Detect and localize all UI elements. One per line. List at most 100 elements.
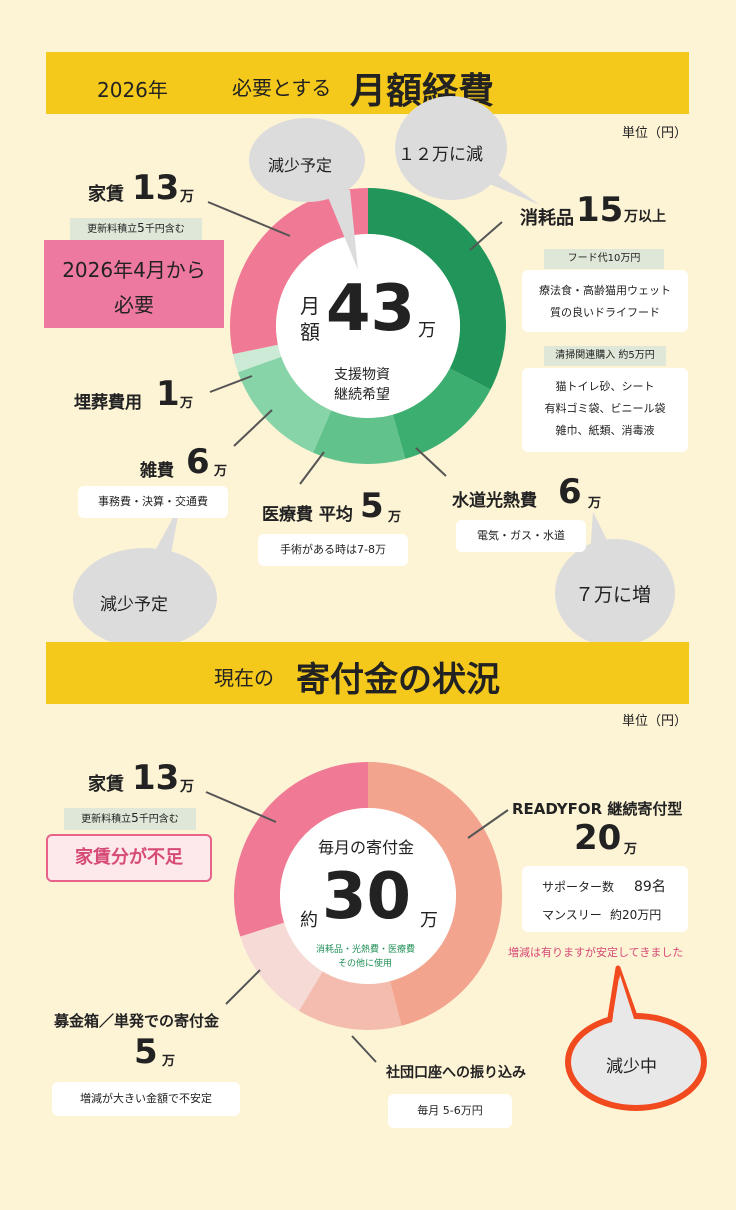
medical-detail-box: 手術がある時は7-8万: [258, 534, 408, 566]
leader-rent: [207, 201, 291, 237]
slice-2: [392, 368, 491, 459]
burial-amount: 1: [156, 374, 180, 414]
supplies-box2-line3: 雑巾、紙類、消毒液: [555, 424, 655, 437]
rent2-tag-c: 千円含む: [138, 814, 179, 825]
leader-medical: [299, 451, 325, 485]
misc-detail-box: 事務費・決算・交通費: [78, 486, 228, 518]
slice-4: [237, 356, 332, 453]
slice-1: [368, 188, 507, 390]
center1-amount: 43: [326, 272, 416, 346]
readyfor-amount: 20: [574, 818, 622, 858]
leader-rent2: [205, 791, 277, 823]
center1-label-2: 額: [300, 320, 320, 344]
medical-name: 医療費 平均: [262, 505, 353, 525]
center2-amount: 30: [322, 860, 412, 934]
supplies-box2-line1: 猫トイレ砂、シート: [555, 380, 655, 393]
bubble-reduce-12: [395, 96, 540, 205]
utilities-detail-box: 電気・ガス・水道: [456, 520, 586, 552]
bubble-increase-text: ７万に増: [575, 584, 652, 606]
misc-name: 雑費: [140, 461, 174, 481]
bubble-reduce-bottom-text: 減少予定: [100, 595, 168, 615]
center1-sub2: 継続希望: [334, 387, 390, 403]
readyfor-note: 増減は有りますが安定してきました: [508, 946, 684, 959]
rent1-unit: 万: [180, 189, 194, 205]
rent2-amount: 13: [132, 758, 180, 798]
leader-utilities: [415, 447, 447, 477]
slice-1: [368, 762, 502, 1026]
bubble-decrease: [565, 965, 707, 1111]
bank-detail-box: 毎月 5-6万円: [388, 1094, 512, 1128]
rent2-tag: 更新料積立5千円含む: [64, 808, 196, 830]
rent1-amount: 13: [132, 168, 180, 208]
supplies-box1-line1: 療法食・高齢猫用ウェット: [539, 284, 671, 297]
supplies-tag1: フード代10万円: [544, 249, 664, 269]
bubble-decrease-text: 減少中: [606, 1057, 657, 1077]
leader-burial: [209, 375, 253, 393]
box-amount: 5: [134, 1032, 158, 1072]
medical-unit: 万: [388, 510, 402, 525]
supplies-amount: 15: [576, 190, 624, 230]
bubble-reduce-top-text: 減少予定: [268, 156, 333, 175]
notice-box: 2026年4月から 必要: [44, 240, 224, 328]
section1-unit: 単位（円）: [622, 126, 688, 141]
readyfor-name: READYFOR 継続寄付型: [512, 800, 683, 818]
center2-prefix: 約: [300, 910, 318, 931]
monthly-label: マンスリー: [542, 908, 602, 922]
leader-bank: [351, 1035, 377, 1063]
rent2-name: 家賃: [88, 774, 124, 795]
burial-unit: 万: [180, 396, 194, 411]
utilities-amount: 6: [558, 472, 582, 512]
rent2-tag-b: 5: [131, 811, 139, 825]
notice-line2: 必要: [114, 293, 154, 317]
utilities-name: 水道光熱費: [452, 491, 537, 511]
misc-amount: 6: [186, 442, 210, 482]
center2-sub1: 消耗品・光熱費・医療費: [316, 945, 416, 955]
monthly-value: 約20万円: [610, 908, 662, 922]
rent2-unit: 万: [180, 779, 194, 795]
readyfor-box: サポーター数 89名 マンスリー 約20万円: [522, 866, 688, 932]
rent1-tag-b: 5: [137, 221, 145, 235]
slice-5: [232, 344, 282, 373]
readyfor-unit: 万: [624, 842, 638, 857]
center2-sub2: その他に使用: [338, 959, 393, 969]
bubble-increase: [555, 512, 675, 647]
section2-title: 寄付金の状況: [296, 660, 500, 700]
rent1-tag-a: 更新料積立: [87, 224, 138, 235]
rent1-tag-c: 千円含む: [144, 224, 185, 235]
supplies-unit: 万以上: [624, 209, 666, 225]
center1-label-1: 月: [300, 294, 320, 318]
section1-title-prefix: 必要とする: [232, 76, 332, 100]
box-name: 募金箱／単発での寄付金: [54, 1012, 220, 1030]
section2-banner: [46, 642, 689, 704]
bubble-reduce-bottom: [73, 505, 217, 648]
utilities-unit: 万: [588, 496, 602, 511]
slice-2: [298, 971, 402, 1030]
supplies-box1-line2: 質の良いドライフード: [550, 306, 660, 319]
supporters-value: 89名: [634, 879, 666, 895]
bubble-reduce-12-text: １２万に減: [398, 145, 483, 165]
center2-unit: 万: [420, 910, 438, 931]
misc-unit: 万: [214, 464, 228, 479]
rent1-tag: 更新料積立5千円含む: [70, 218, 202, 240]
leader-misc: [233, 409, 273, 447]
section1-year: 2026年: [97, 78, 168, 102]
leader-box: [225, 969, 261, 1005]
supplies-tag2: 清掃関連購入 約5万円: [544, 346, 666, 366]
box-unit: 万: [162, 1054, 176, 1069]
leader-supplies: [469, 221, 503, 251]
burial-name: 埋葬費用: [74, 393, 142, 413]
donut-hole: [280, 808, 456, 984]
slice-6: [230, 188, 368, 355]
bank-name: 社団口座への振り込み: [386, 1065, 526, 1081]
rent2-tag-a: 更新料積立: [81, 814, 132, 825]
shortage-box: 家賃分が不足: [46, 834, 212, 882]
supplies-box1: 療法食・高齢猫用ウェット 質の良いドライフード: [522, 270, 688, 332]
center2-label: 毎月の寄付金: [318, 838, 415, 857]
donut-hole: [276, 234, 460, 418]
bubble-reduce-top: [249, 118, 365, 270]
slice-3: [240, 922, 323, 1011]
section2-title-prefix: 現在の: [214, 666, 274, 690]
supplies-name: 消耗品: [520, 208, 574, 229]
section2-unit: 単位（円）: [622, 714, 688, 729]
